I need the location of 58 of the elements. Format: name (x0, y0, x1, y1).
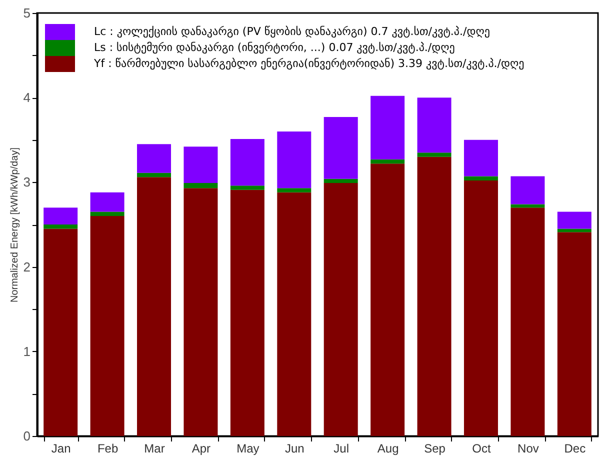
bar (370, 96, 405, 160)
bar (370, 164, 405, 436)
bar (324, 178, 358, 184)
legend-label: Yf : წარმოებული სასარგებლო ენერგია(ინვერტორიდან) 3.39 კვტ.სთ/კვტ.პ./დღე (93, 57, 524, 70)
bar (230, 186, 264, 190)
bar (324, 117, 358, 179)
bar (230, 190, 264, 436)
bar (557, 228, 592, 232)
x-tick-label: May (236, 442, 260, 456)
bar (277, 131, 312, 188)
bar (464, 176, 498, 181)
bar (44, 228, 78, 436)
bar (184, 183, 218, 188)
bar (137, 177, 172, 436)
bar (137, 144, 172, 173)
bar (277, 188, 312, 192)
bar (464, 140, 498, 176)
bar (510, 204, 545, 208)
y-tick-label: 0 (23, 428, 30, 444)
bar (324, 183, 358, 436)
bar (464, 180, 498, 436)
bar (277, 192, 312, 436)
x-tick-label: Jun (284, 442, 304, 456)
x-tick-label: Apr (192, 442, 211, 456)
bar (44, 224, 78, 229)
bar (417, 98, 452, 153)
x-tick-label: Dec (564, 442, 586, 456)
bar (510, 208, 545, 436)
bar (44, 208, 78, 224)
bar (137, 172, 172, 178)
x-tick-label: Nov (518, 442, 539, 456)
bar (90, 212, 124, 216)
bar (230, 139, 264, 186)
bar (370, 159, 405, 164)
x-tick-label: Oct (472, 442, 492, 456)
legend-label: Ls : სისტემური დანაკარგი (ინვერტორი, ...) 0.07 კვტ.სთ/კვტ.პ./დღე (94, 41, 455, 54)
x-tick-label: Aug (377, 442, 399, 456)
bar (557, 232, 592, 436)
bar (417, 152, 452, 157)
y-tick-label: 4 (23, 90, 30, 106)
y-axis-title: Normalized Energy [kWh/kWp/day] (9, 147, 20, 303)
x-tick-label: Sep (424, 442, 446, 456)
y-tick-label: 1 (23, 344, 30, 359)
x-tick-label: Jan (51, 442, 71, 456)
bar (510, 176, 545, 204)
y-tick-label: 2 (23, 259, 30, 274)
bar (184, 146, 218, 184)
y-tick-label: 3 (23, 174, 30, 190)
y-tick-label: 5 (23, 6, 30, 20)
legend-label: Lc : კოლექციის დანაკარგი (PV წყობის დანაკარგი) 0.7 კვტ.სთ/კვტ.პ./დღე (94, 25, 490, 38)
bar (90, 216, 124, 436)
x-tick-label: Mar (144, 442, 165, 456)
bar (557, 212, 592, 229)
x-tick-label: Feb (97, 442, 118, 456)
bar (90, 192, 124, 212)
x-tick-label: Jul (334, 442, 350, 456)
bar (417, 156, 452, 436)
bar (184, 188, 218, 436)
